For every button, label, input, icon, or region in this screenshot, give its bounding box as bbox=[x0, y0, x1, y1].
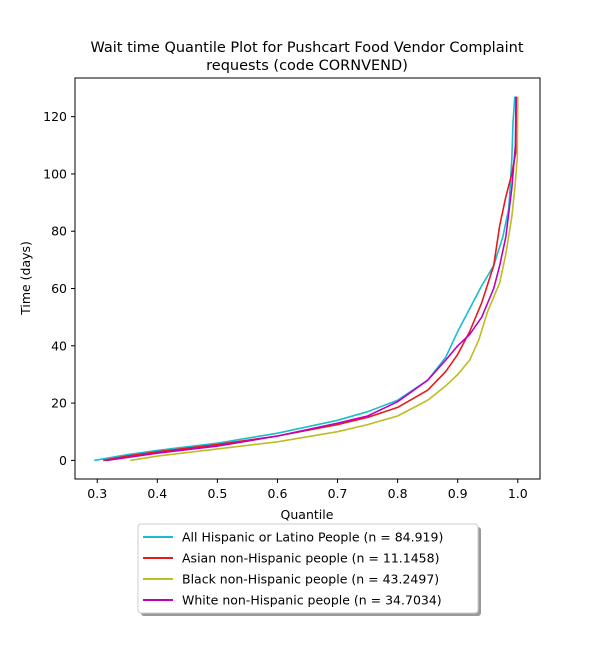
x-tick-label: 0.3 bbox=[87, 486, 107, 501]
plot-frame bbox=[74, 77, 541, 480]
legend-label-1: All Hispanic or Latino People (n = 84.91… bbox=[182, 530, 443, 545]
series-line-3 bbox=[130, 96, 519, 462]
y-tick-label: 60 bbox=[51, 281, 67, 296]
x-tick-label: 0.4 bbox=[147, 486, 167, 501]
legend: All Hispanic or Latino People (n = 84.91… bbox=[137, 523, 481, 616]
x-tick-label: 0.9 bbox=[448, 486, 468, 501]
legend-label-4: White non-Hispanic people (n = 34.7034) bbox=[182, 593, 442, 608]
x-tick-label: 1.0 bbox=[508, 486, 528, 501]
x-axis-ticks: 0.3 0.4 0.5 0.6 0.7 0.8 0.9 1.0 bbox=[87, 479, 528, 501]
series-line-1 bbox=[94, 96, 516, 462]
series-line-4 bbox=[106, 96, 517, 462]
y-axis-label: Time (days) bbox=[18, 241, 33, 316]
y-tick-label: 100 bbox=[43, 166, 67, 181]
x-tick-label: 0.6 bbox=[268, 486, 288, 501]
x-tick-label: 0.5 bbox=[207, 486, 227, 501]
y-axis-ticks: 0 20 40 60 80 100 120 bbox=[43, 109, 75, 468]
y-tick-label: 120 bbox=[43, 109, 67, 124]
y-tick-label: 80 bbox=[51, 224, 67, 239]
legend-label-3: Black non-Hispanic people (n = 43.2497) bbox=[182, 572, 439, 587]
x-tick-label: 0.8 bbox=[388, 486, 408, 501]
chart-title-line1: Wait time Quantile Plot for Pushcart Foo… bbox=[90, 40, 523, 56]
x-tick-label: 0.7 bbox=[328, 486, 348, 501]
y-tick-label: 0 bbox=[59, 453, 67, 468]
chart-title-line2: requests (code CORNVEND) bbox=[206, 58, 408, 74]
legend-box bbox=[137, 523, 479, 614]
series-line-2 bbox=[103, 96, 518, 462]
y-tick-label: 20 bbox=[51, 396, 67, 411]
x-axis-label: Quantile bbox=[281, 507, 334, 522]
series-lines bbox=[94, 96, 519, 462]
y-tick-label: 40 bbox=[51, 338, 67, 353]
legend-label-2: Asian non-Hispanic people (n = 11.1458) bbox=[182, 551, 439, 566]
